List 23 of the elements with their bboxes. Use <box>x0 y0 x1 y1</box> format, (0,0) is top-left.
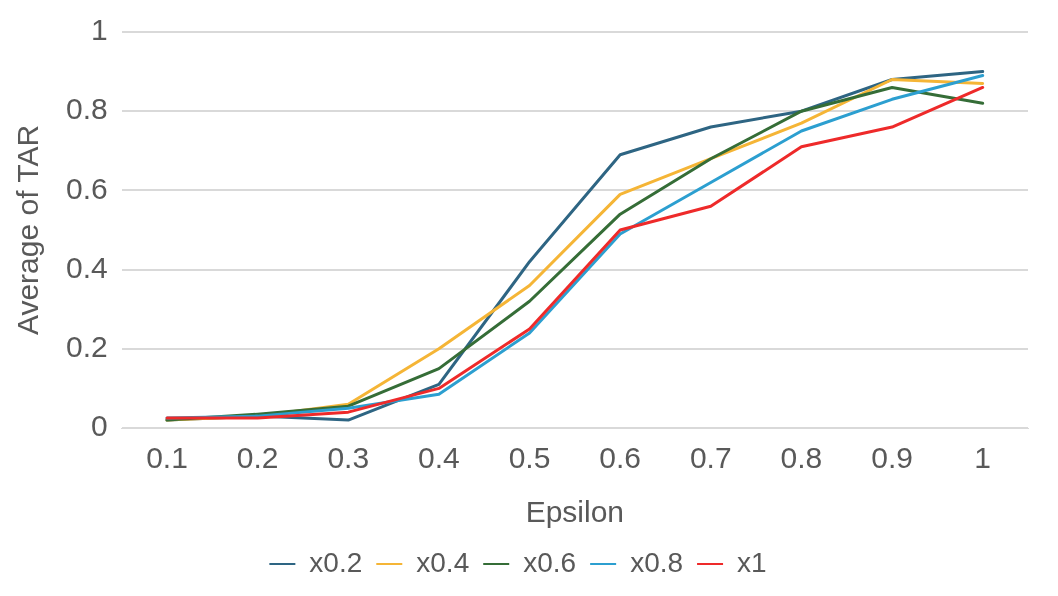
legend-label: x0.6 <box>523 546 577 578</box>
x-tick-label: 0.1 <box>146 441 188 475</box>
x-tick-label: 0.9 <box>871 441 913 475</box>
x-tick-label: 1 <box>974 441 992 475</box>
y-tick-label: 0.4 <box>65 250 108 284</box>
legend-label: x0.4 <box>416 546 470 578</box>
y-tick-label: 1 <box>91 13 108 47</box>
x-tick-label: 0.3 <box>327 441 370 475</box>
x-tick-label: 0.2 <box>236 441 279 475</box>
x-tick-label: 0.4 <box>418 441 460 475</box>
legend-label: x0.2 <box>309 546 363 578</box>
x-axis-title: Epsilon <box>525 495 625 529</box>
legend-label: x1 <box>737 546 767 578</box>
y-tick-label: 0.2 <box>65 330 108 364</box>
x-tick-label: 0.6 <box>599 441 642 475</box>
y-tick-label: 0.8 <box>65 92 108 126</box>
y-tick-label: 0.6 <box>65 171 108 205</box>
x-tick-label: 0.5 <box>508 441 551 475</box>
x-tick-label: 0.8 <box>780 441 823 475</box>
y-axis-title: Average of TAR <box>11 124 45 336</box>
x-tick-label: 0.7 <box>689 441 732 475</box>
legend-label: x0.8 <box>630 546 684 578</box>
y-tick-label: 0 <box>91 409 108 443</box>
